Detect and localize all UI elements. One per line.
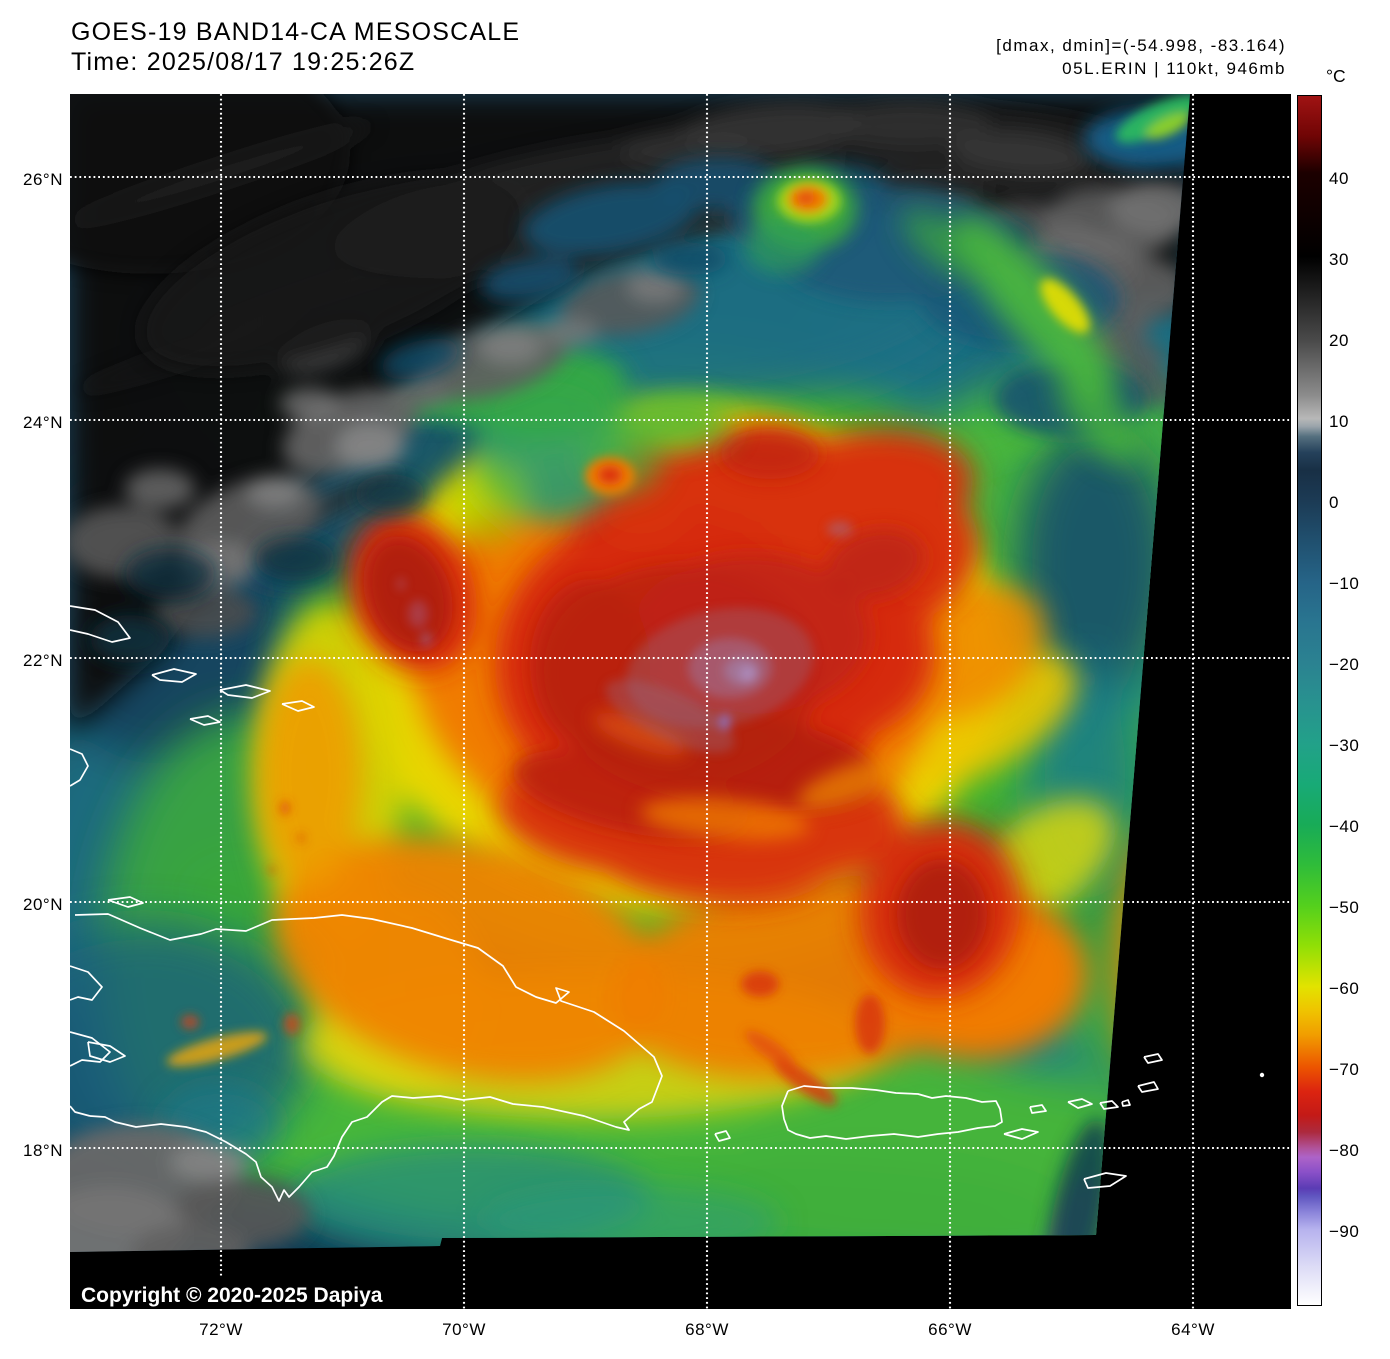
- svg-text:Copyright © 2020-2025 Dapiya: Copyright © 2020-2025 Dapiya: [81, 1284, 383, 1307]
